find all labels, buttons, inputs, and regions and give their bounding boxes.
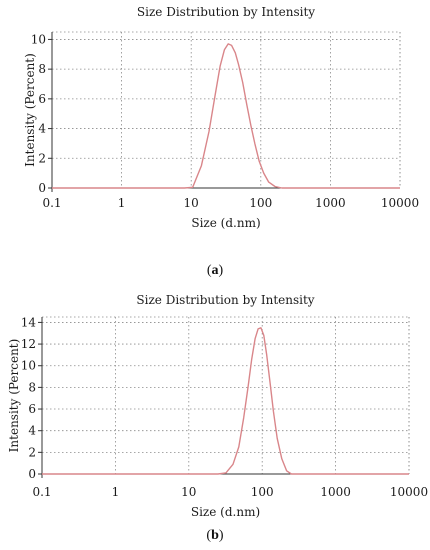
x-tick-label: 10000 xyxy=(381,196,419,210)
y-tick-label: 12 xyxy=(21,337,36,351)
x-tick-label: 10000 xyxy=(390,485,428,499)
caption-b-label: b xyxy=(211,528,219,543)
caption-a: (a) xyxy=(206,263,224,278)
y-tick-label: 0 xyxy=(28,467,36,481)
y-axis-label: Intensity (Percent) xyxy=(7,339,21,453)
y-tick-label: 0 xyxy=(38,181,46,195)
x-tick-label: 1000 xyxy=(320,485,351,499)
y-tick-label: 2 xyxy=(28,445,36,459)
y-tick-label: 8 xyxy=(38,62,46,76)
chart-title: Size Distribution by Intensity xyxy=(136,293,314,307)
x-tick-label: 1 xyxy=(112,485,120,499)
y-tick-label: 4 xyxy=(38,122,46,136)
x-axis-label: Size (d.nm) xyxy=(191,505,260,519)
y-tick-label: 10 xyxy=(31,32,46,46)
y-tick-label: 8 xyxy=(28,380,36,394)
y-tick-label: 4 xyxy=(28,424,36,438)
x-tick-label: 10 xyxy=(181,485,196,499)
y-axis-label: Intensity (Percent) xyxy=(23,53,37,167)
x-tick-label: 1000 xyxy=(315,196,346,210)
y-tick-label: 2 xyxy=(38,151,46,165)
series-line xyxy=(42,327,409,475)
y-tick-label: 14 xyxy=(21,315,37,329)
x-tick-label: 0.1 xyxy=(32,485,51,499)
x-tick-label: 100 xyxy=(251,485,274,499)
chart-title: Size Distribution by Intensity xyxy=(137,5,315,19)
y-tick-label: 6 xyxy=(38,92,46,106)
x-tick-label: 1 xyxy=(118,196,126,210)
series-line xyxy=(52,43,400,189)
caption-a-label: a xyxy=(211,263,219,278)
y-tick-label: 6 xyxy=(28,402,36,416)
x-tick-label: 100 xyxy=(249,196,272,210)
y-tick-label: 10 xyxy=(21,359,36,373)
x-tick-label: 0.1 xyxy=(42,196,61,210)
caption-b: (b) xyxy=(206,528,224,543)
x-tick-label: 10 xyxy=(184,196,199,210)
x-axis-label: Size (d.nm) xyxy=(191,216,260,230)
